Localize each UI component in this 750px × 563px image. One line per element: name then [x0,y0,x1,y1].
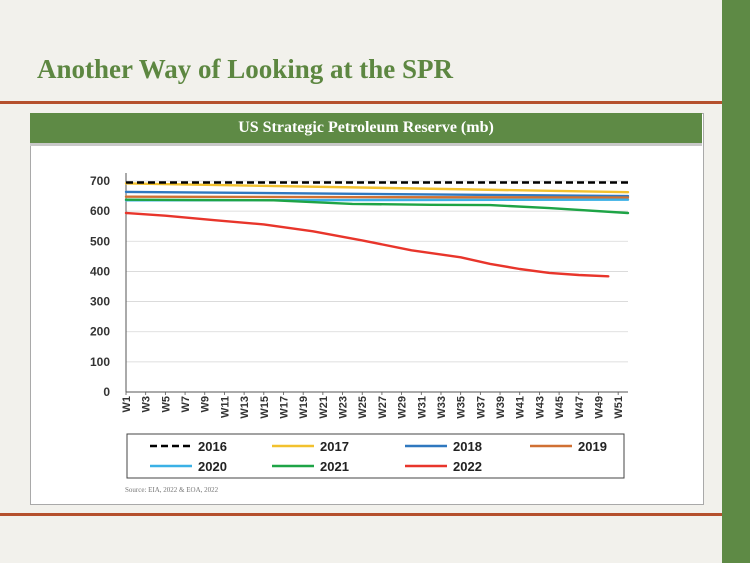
slide-title: Another Way of Looking at the SPR [37,54,454,84]
x-tick-label: W47 [574,396,586,419]
series-line-2017 [124,182,630,194]
legend-label: 2021 [320,459,349,474]
legend-box [126,433,625,479]
top-divider [0,101,722,104]
y-tick-label: 600 [90,204,110,218]
x-tick-label: W3 [141,396,153,413]
slide-side-accent [722,0,750,563]
x-tick-label: W35 [456,396,468,419]
series-line-2018 [124,190,630,198]
legend-label: 2018 [453,439,482,454]
bottom-divider [0,513,722,516]
source-note: Source: EIA, 2022 & EOA, 2022 [125,486,219,494]
y-tick-label: 100 [90,355,110,369]
series-line-2022 [124,211,610,278]
x-tick-label: W41 [515,396,527,419]
x-tick-label: W51 [613,396,625,419]
x-tick-label: W1 [121,396,133,413]
x-tick-label: W17 [278,396,290,419]
y-tick-label: 500 [90,234,110,248]
y-tick-label: 200 [90,325,110,339]
plot-area [126,173,628,392]
y-tick-label: 300 [90,295,110,309]
x-tick-label: W7 [180,396,192,413]
series-line-2021 [124,198,630,215]
chart-header: US Strategic Petroleum Reserve (mb) [30,113,702,146]
legend-label: 2022 [453,459,482,474]
x-tick-label: W9 [200,396,212,413]
x-tick-label: W11 [219,396,231,418]
x-tick-label: W37 [475,396,487,419]
x-tick-label: W27 [377,396,389,419]
legend-label: 2020 [198,459,227,474]
y-tick-label: 400 [90,264,110,278]
legend-label: 2017 [320,439,349,454]
x-tick-label: W19 [298,396,310,419]
x-tick-label: W21 [318,396,330,419]
x-tick-label: W5 [160,396,172,413]
series-line-2019 [124,195,630,199]
x-tick-label: W23 [338,396,350,419]
y-tick-label: 0 [103,385,110,399]
legend-label: 2019 [578,439,607,454]
y-tick-label: 700 [90,174,110,188]
x-tick-label: W49 [593,396,605,419]
x-tick-label: W31 [416,396,428,419]
x-tick-label: W39 [495,396,507,419]
x-tick-label: W25 [357,396,369,419]
x-tick-label: W13 [239,396,251,419]
x-tick-label: W15 [259,396,271,419]
x-tick-label: W43 [534,396,546,419]
x-tick-label: W29 [397,396,409,419]
legend-label: 2016 [198,439,227,454]
x-tick-label: W33 [436,396,448,419]
x-tick-label: W45 [554,396,566,419]
